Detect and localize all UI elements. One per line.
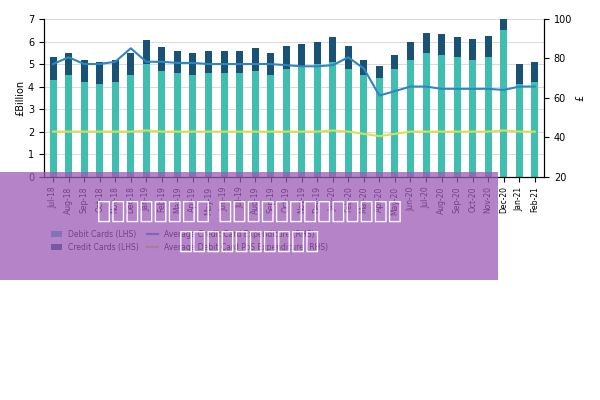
Bar — [485, 36, 491, 57]
Bar — [345, 46, 352, 68]
Bar — [174, 73, 181, 177]
Bar — [158, 71, 166, 177]
Bar — [422, 53, 430, 177]
Bar — [251, 48, 259, 71]
Bar — [50, 57, 56, 80]
Bar — [361, 60, 367, 75]
Bar — [267, 53, 274, 75]
Bar — [143, 40, 150, 64]
Bar — [80, 82, 88, 177]
Bar — [205, 73, 212, 177]
Bar — [236, 73, 243, 177]
Bar — [391, 55, 398, 68]
Bar — [407, 42, 414, 60]
Bar — [438, 55, 445, 177]
Bar — [329, 62, 336, 177]
Bar — [516, 64, 523, 84]
Bar — [298, 44, 305, 66]
Bar — [422, 32, 430, 53]
Bar — [345, 68, 352, 177]
Bar — [205, 50, 212, 73]
Bar — [298, 66, 305, 177]
Bar — [96, 62, 103, 84]
Bar — [361, 75, 367, 177]
Y-axis label: £: £ — [575, 95, 585, 101]
Bar — [532, 62, 538, 82]
Bar — [158, 47, 166, 71]
Bar — [391, 68, 398, 177]
Text: 策略联盟按月配资 搞笑动物越狱失败，原因为太
胖、太笨、顾头不顾腚: 策略联盟按月配资 搞笑动物越狱失败，原因为太 胖、太笨、顾头不顾腚 — [97, 199, 401, 253]
Bar — [500, 30, 507, 177]
Bar — [236, 50, 243, 73]
Bar — [65, 75, 72, 177]
Bar — [376, 66, 383, 78]
Bar — [314, 42, 321, 64]
Bar — [96, 84, 103, 177]
Bar — [112, 82, 119, 177]
Bar — [221, 50, 227, 73]
Bar — [221, 73, 227, 177]
Bar — [143, 64, 150, 177]
Bar — [454, 57, 461, 177]
Bar — [112, 60, 119, 82]
Bar — [127, 75, 134, 177]
Bar — [127, 53, 134, 75]
Bar — [485, 57, 491, 177]
Bar — [469, 39, 476, 60]
Bar — [174, 50, 181, 73]
Bar — [469, 60, 476, 177]
Bar — [407, 60, 414, 177]
Bar — [283, 68, 290, 177]
Bar — [283, 46, 290, 68]
Y-axis label: £Billion: £Billion — [15, 80, 25, 116]
Bar — [376, 78, 383, 177]
Bar — [454, 37, 461, 57]
Bar — [329, 37, 336, 62]
Legend: Debit Cards (LHS), Credit Cards (LHS), Average Credit Card Expenditure (RHS), Av: Debit Cards (LHS), Credit Cards (LHS), A… — [47, 227, 331, 255]
Bar — [80, 60, 88, 82]
Bar — [50, 80, 56, 177]
Bar — [267, 75, 274, 177]
Bar — [516, 84, 523, 177]
Bar — [190, 75, 196, 177]
Bar — [251, 71, 259, 177]
Bar — [314, 64, 321, 177]
Bar — [190, 53, 196, 75]
Bar — [500, 8, 507, 30]
Bar — [438, 34, 445, 55]
Bar — [532, 82, 538, 177]
Bar — [65, 53, 72, 75]
